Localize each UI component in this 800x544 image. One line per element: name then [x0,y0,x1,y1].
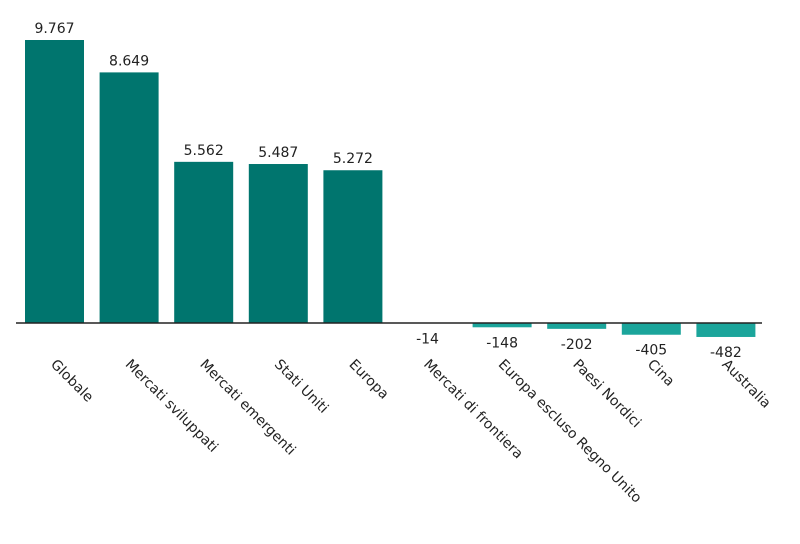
data-label: -202 [561,337,593,353]
data-label: -482 [710,345,742,361]
bar [174,161,234,323]
x-tick-label: Paesi Nordici [569,357,644,432]
x-tick-label: Europa escluso Regno Unito [495,357,645,507]
data-label: 5.562 [184,143,224,159]
data-label: -148 [486,335,518,351]
data-label: 9.767 [34,21,74,37]
bar [323,170,383,323]
bar [696,323,756,337]
bar [621,323,681,335]
bar [25,40,84,323]
bar [99,72,159,323]
bar [472,323,532,328]
data-label: 5.272 [333,151,373,167]
data-label: -405 [635,343,667,359]
x-tick-label: Stati Uniti [271,357,331,417]
data-label: 5.487 [258,145,298,161]
x-tick-label: Cina [644,357,677,390]
x-tick-label: Europa [346,357,392,403]
bar [248,164,308,323]
x-tick-label: Australia [719,357,774,412]
bar [547,323,607,329]
x-tick-label: Globale [47,357,96,406]
data-label: -14 [416,331,439,347]
data-label: 8.649 [109,53,149,69]
